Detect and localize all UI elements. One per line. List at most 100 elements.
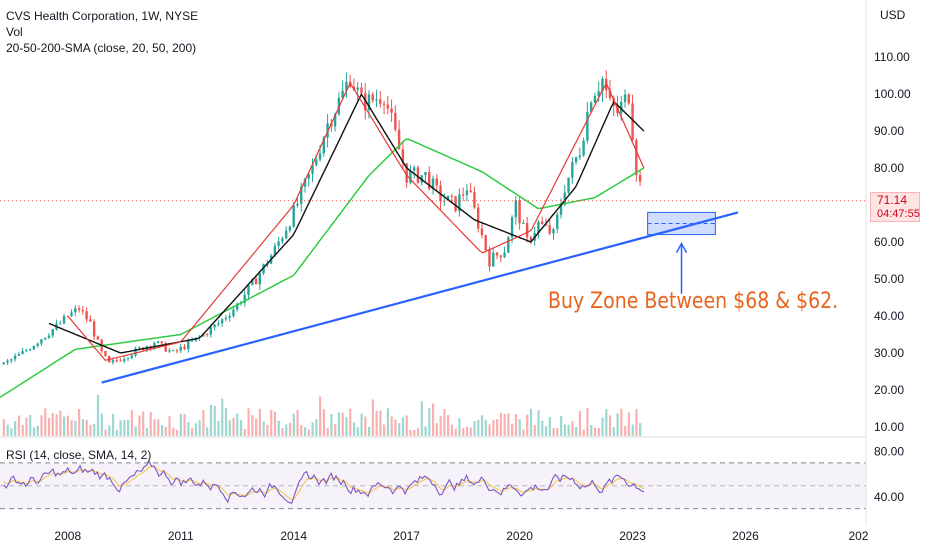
volume-bar [345, 417, 348, 436]
candle-body [205, 333, 209, 335]
volume-bar [270, 410, 273, 436]
volume-bar [149, 411, 152, 436]
volume-bar [40, 415, 43, 436]
candle-body [507, 237, 510, 253]
volume-bar [303, 427, 307, 436]
candle-body [608, 90, 612, 99]
volume-bar [582, 429, 585, 436]
candle-body [40, 339, 43, 344]
candle-body [379, 99, 382, 104]
volume-bar [605, 409, 608, 436]
volume-bar [258, 408, 261, 436]
volume-bar [168, 416, 171, 436]
volume-bar [465, 426, 469, 436]
volume-bar [511, 423, 514, 436]
volume-bar [239, 420, 243, 436]
candle-body [179, 346, 182, 351]
candle-body [183, 346, 186, 350]
volume-bar [383, 424, 386, 436]
candle-body [593, 96, 597, 103]
volume-bar [616, 413, 619, 436]
volume-bar [311, 422, 314, 436]
candle-body [36, 343, 39, 346]
time-tick-label: 2020 [506, 529, 533, 543]
volume-bar [2, 419, 5, 436]
candle-body [217, 323, 220, 325]
volume-bar [164, 426, 167, 436]
volume-bar [157, 419, 160, 436]
sma-200-line [0, 138, 645, 399]
candle-body [277, 241, 280, 246]
volume-bar [597, 427, 600, 436]
volume-bar [578, 410, 582, 436]
volume-bar [398, 423, 401, 436]
volume-bar [288, 422, 292, 436]
volume-bar [462, 428, 465, 436]
candle-body [484, 235, 487, 250]
volume-bar [450, 424, 454, 436]
candle-body [499, 255, 502, 258]
candle-body [190, 340, 194, 342]
volume-bar [81, 419, 85, 436]
volume-bar [514, 414, 518, 436]
volume-bar [6, 424, 9, 436]
volume-bar [473, 420, 476, 436]
candle-body [119, 360, 122, 362]
volume-bar [435, 423, 438, 436]
candle-body [243, 294, 246, 303]
price-tick-label: 30.00 [874, 346, 904, 360]
price-tick-label: 60.00 [874, 235, 904, 249]
volume-bar [620, 408, 623, 436]
volume-bar [47, 417, 51, 436]
volume-bar [78, 408, 81, 436]
candle-body [92, 321, 96, 337]
candle-body [469, 190, 472, 193]
candle-body [156, 341, 160, 343]
volume-bar [292, 413, 295, 436]
bar-countdown: 04:47:55 [877, 208, 920, 220]
volume-bar [55, 414, 58, 436]
candle-body [492, 252, 495, 267]
candle-body [537, 221, 540, 234]
volume-bar [484, 419, 487, 436]
volume-bar [627, 412, 630, 436]
time-tick-label: 2014 [280, 529, 307, 543]
price-tick-label: 40.00 [874, 309, 904, 323]
volume-bar [209, 405, 213, 436]
volume-bar [507, 413, 510, 436]
volume-bar [533, 424, 536, 436]
candle-body [371, 94, 374, 101]
volume-bar [70, 420, 73, 436]
candle-body [375, 99, 378, 101]
volume-bar [352, 422, 356, 436]
volume-bar [454, 428, 457, 436]
volume-bar [63, 416, 66, 436]
candle-body [288, 226, 292, 231]
volume-bar [563, 424, 566, 436]
candle-body [627, 94, 630, 104]
candle-body [307, 173, 310, 179]
currency-label: USD [880, 8, 906, 22]
volume-bar [503, 413, 506, 436]
volume-bar [194, 423, 197, 436]
candle-body [292, 205, 295, 227]
volume-bar [198, 420, 201, 436]
time-tick-label: 2017 [393, 529, 420, 543]
volume-bar [541, 420, 544, 436]
price-tick-label: 110.00 [874, 50, 910, 64]
candle-body [446, 195, 450, 201]
volume-bar [115, 429, 118, 436]
candle-body [601, 78, 604, 92]
volume-bar [17, 415, 21, 436]
volume-bar [409, 429, 412, 436]
candle-body [394, 112, 397, 130]
candle-body [559, 204, 563, 215]
volume-bar [499, 412, 502, 436]
candle-body [563, 192, 566, 205]
candle-body [488, 249, 491, 267]
volume-bar [251, 415, 254, 436]
volume-bar [364, 416, 367, 436]
volume-bar [191, 428, 194, 436]
candle-body [281, 238, 284, 242]
